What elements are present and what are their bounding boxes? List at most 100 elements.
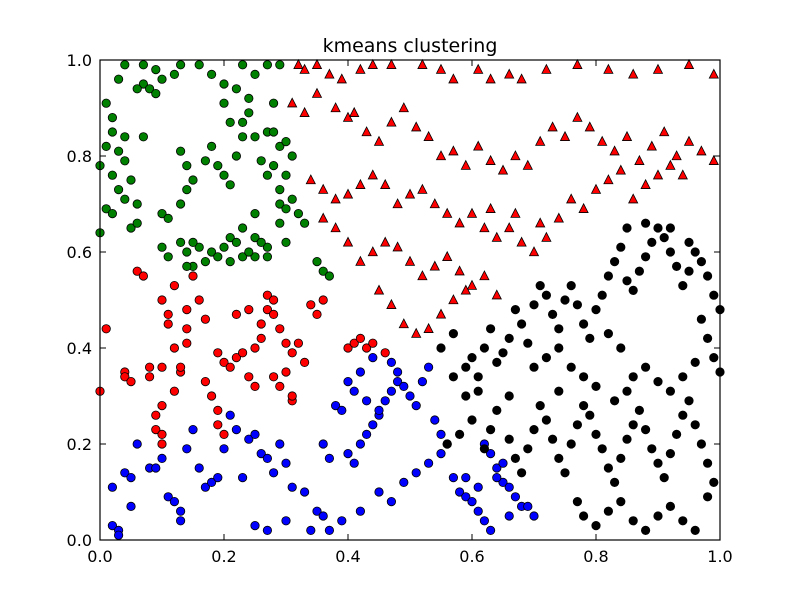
data-point xyxy=(510,453,521,463)
data-point xyxy=(306,525,316,536)
data-point xyxy=(591,304,601,315)
data-point xyxy=(473,63,484,74)
data-point xyxy=(535,400,545,411)
data-point xyxy=(275,324,285,334)
data-point xyxy=(207,141,217,151)
data-point xyxy=(504,434,514,444)
data-point xyxy=(101,141,111,151)
data-point xyxy=(702,271,713,281)
series-1-triangle-group xyxy=(287,58,719,338)
data-point xyxy=(442,439,452,449)
data-point xyxy=(238,132,248,142)
data-point xyxy=(256,237,266,247)
data-point xyxy=(287,194,297,204)
data-point xyxy=(510,150,521,161)
y-tick-label: 0.2 xyxy=(67,435,92,454)
data-point xyxy=(585,333,595,343)
data-point xyxy=(647,444,657,454)
data-point xyxy=(231,84,241,94)
data-point xyxy=(219,79,229,89)
data-point xyxy=(275,199,285,209)
data-point xyxy=(107,113,118,123)
data-point xyxy=(442,250,453,261)
data-point xyxy=(268,295,279,305)
data-point xyxy=(665,448,676,459)
data-point xyxy=(529,362,539,372)
data-point xyxy=(485,154,496,165)
data-point xyxy=(367,58,378,69)
data-point xyxy=(281,458,291,468)
data-point xyxy=(398,318,409,329)
data-point xyxy=(435,150,447,161)
data-point xyxy=(275,381,285,391)
data-point xyxy=(169,69,179,80)
data-point xyxy=(498,348,508,358)
data-point xyxy=(337,516,347,526)
data-point xyxy=(541,352,552,363)
x-tick-label: 0.8 xyxy=(583,547,608,566)
data-point xyxy=(615,164,626,175)
data-point xyxy=(646,140,657,151)
data-point xyxy=(572,496,583,507)
data-point xyxy=(399,381,409,391)
data-point xyxy=(145,362,155,372)
data-point xyxy=(404,255,416,266)
data-point xyxy=(380,178,391,189)
data-point xyxy=(541,415,552,425)
data-point xyxy=(219,444,229,454)
data-point xyxy=(504,482,514,492)
data-point xyxy=(101,204,111,214)
data-point xyxy=(200,256,210,267)
data-point xyxy=(485,324,496,334)
data-point xyxy=(653,223,663,233)
data-point xyxy=(448,472,458,483)
x-tick-label: 0.4 xyxy=(335,547,360,566)
data-point xyxy=(584,121,595,132)
data-point xyxy=(616,242,626,252)
data-point xyxy=(312,256,322,267)
data-point xyxy=(311,87,323,98)
data-point xyxy=(541,231,552,242)
data-point xyxy=(684,396,694,406)
data-point xyxy=(275,439,285,449)
data-point xyxy=(566,280,576,291)
data-point xyxy=(231,237,241,247)
data-point xyxy=(169,343,179,353)
data-point xyxy=(132,439,142,449)
data-point xyxy=(342,111,354,122)
data-point xyxy=(547,434,558,444)
data-point xyxy=(628,516,638,526)
data-point xyxy=(523,444,533,454)
y-tick-label: 0.6 xyxy=(67,243,92,262)
data-point xyxy=(262,170,272,180)
data-point xyxy=(585,410,595,420)
data-point xyxy=(498,477,508,487)
data-point xyxy=(640,252,651,262)
data-point xyxy=(616,343,626,353)
data-point xyxy=(126,376,136,387)
data-point xyxy=(392,241,403,252)
data-point xyxy=(355,178,366,189)
data-point xyxy=(361,429,372,439)
data-point xyxy=(157,242,167,252)
data-point xyxy=(151,410,161,420)
data-point xyxy=(163,319,173,329)
data-point xyxy=(652,63,664,74)
data-point xyxy=(281,137,291,147)
data-point xyxy=(566,193,577,204)
data-point xyxy=(207,477,217,487)
data-point xyxy=(622,223,632,233)
data-point xyxy=(678,410,688,420)
data-point xyxy=(640,362,651,372)
data-point xyxy=(250,520,260,531)
data-point xyxy=(634,266,645,276)
data-point xyxy=(430,415,440,425)
data-point xyxy=(151,424,161,435)
data-point xyxy=(306,300,316,310)
data-point xyxy=(368,420,378,430)
data-point xyxy=(683,58,695,69)
data-point xyxy=(120,132,130,142)
data-point xyxy=(591,429,601,439)
data-point xyxy=(268,372,279,382)
data-point xyxy=(640,218,651,228)
